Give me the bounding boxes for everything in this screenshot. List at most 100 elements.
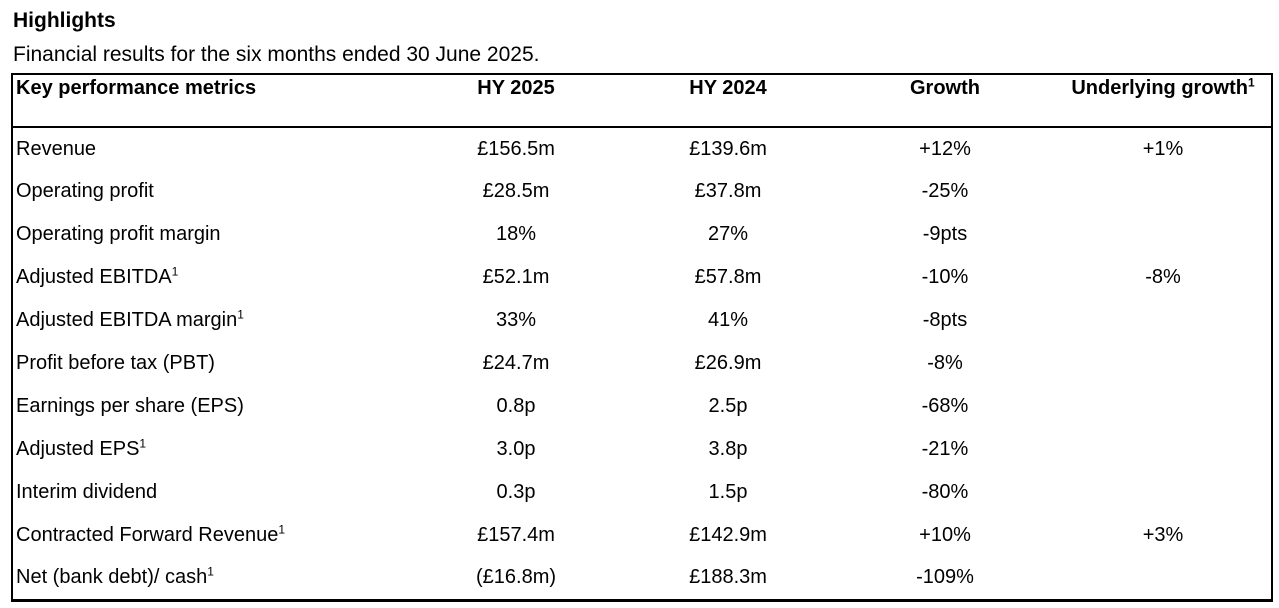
underlying-growth-value-cell <box>1055 385 1272 428</box>
growth-value-cell: +12% <box>919 137 971 160</box>
table-row: Profit before tax (PBT) £24.7m £26.9m -8… <box>12 342 1272 385</box>
hy2024-value-cell: 2.5p <box>708 395 748 417</box>
underlying-growth-value-cell <box>1055 557 1272 600</box>
footnote-marker: 1 <box>278 522 286 537</box>
hy2025-value-cell: 18% <box>495 223 537 245</box>
hy2024-value-cell: 1.5p <box>708 481 748 503</box>
footnote-marker: 1 <box>207 564 214 579</box>
growth-value-cell: -9pts <box>922 223 968 245</box>
metric-cell: Net (bank debt)/ cash1 <box>12 557 411 600</box>
hy2025-value-cell: 0.8p <box>496 395 536 417</box>
underlying-growth-value-cell: +3% <box>1142 524 1184 546</box>
metric-cell: Earnings per share (EPS) <box>12 385 411 428</box>
hy2024-value-cell: £37.8m <box>694 180 762 202</box>
hy2025-value-cell: 3.0p <box>496 438 536 460</box>
table-row: Operating profit margin 18% 27% -9pts <box>12 213 1272 256</box>
hy2024-value-cell: 41% <box>707 309 749 331</box>
hy2024-value-cell: £139.6m <box>689 137 767 160</box>
metric-label: Operating profit margin <box>16 223 221 245</box>
hy2024-value-cell: £26.9m <box>694 352 762 374</box>
header-row: Key performance metrics HY 2025 HY 2024 … <box>12 74 1272 128</box>
metric-cell: Operating profit margin <box>12 213 411 256</box>
column-header-hy2025: HY 2025 <box>411 74 621 128</box>
footnote-marker: 1 <box>171 264 179 279</box>
metric-cell: Adjusted EBITDA1 <box>12 256 411 299</box>
underlying-growth-value-cell <box>1055 213 1272 256</box>
hy2024-value-cell: 27% <box>707 223 749 245</box>
kpi-table: Key performance metrics HY 2025 HY 2024 … <box>11 73 1273 602</box>
growth-value-cell: -21% <box>921 438 969 460</box>
metric-cell: Interim dividend <box>12 471 411 514</box>
metric-cell: Adjusted EPS1 <box>12 428 411 471</box>
underlying-growth-value-cell <box>1055 342 1272 385</box>
growth-value-cell: -109% <box>916 566 974 589</box>
column-header-underlying-growth: Underlying growth1 <box>1055 74 1272 128</box>
table-row: Net (bank debt)/ cash1 (£16.8m) £188.3m … <box>12 557 1272 600</box>
metric-label: Adjusted EPS <box>16 438 140 460</box>
hy2024-value-cell: £142.9m <box>689 524 767 546</box>
hy2025-value-cell: (£16.8m) <box>475 566 557 589</box>
growth-value-cell: +10% <box>919 524 971 546</box>
metric-label: Profit before tax (PBT) <box>16 352 215 374</box>
metric-cell: Adjusted EBITDA margin1 <box>12 299 411 342</box>
hy2025-value-cell: 0.3p <box>496 481 536 503</box>
hy2024-value-cell: £188.3m <box>689 566 767 589</box>
underlying-growth-value-cell: -8% <box>1145 266 1181 288</box>
table-row: Earnings per share (EPS) 0.8p 2.5p -68% <box>12 385 1272 428</box>
table-row: Adjusted EBITDA margin1 33% 41% -8pts <box>12 299 1272 342</box>
metric-label: Earnings per share (EPS) <box>16 395 244 417</box>
growth-value-cell: -68% <box>921 395 969 417</box>
underlying-growth-value-cell <box>1055 428 1272 471</box>
metric-label: Net (bank debt)/ cash <box>16 566 208 589</box>
metric-cell: Profit before tax (PBT) <box>12 342 411 385</box>
hy2025-value-cell: £157.4m <box>477 524 555 546</box>
hy2025-value-cell: £24.7m <box>482 352 550 374</box>
metric-label: Operating profit <box>16 180 154 202</box>
column-header-label: Growth <box>910 77 980 99</box>
footnote-marker: 1 <box>237 307 244 322</box>
underlying-growth-value-cell <box>1055 299 1272 342</box>
footnote-marker: 1 <box>139 436 147 451</box>
table-row: Operating profit £28.5m £37.8m -25% <box>12 170 1272 213</box>
metric-label: Adjusted EBITDA margin <box>16 309 238 331</box>
hy2024-value-cell: £57.8m <box>694 266 762 288</box>
growth-value-cell: -8% <box>927 352 963 374</box>
column-header-label: Underlying growth <box>1071 77 1248 99</box>
hy2025-value-cell: £28.5m <box>482 180 550 202</box>
column-header-label: HY 2024 <box>689 77 767 99</box>
hy2025-value-cell: 33% <box>495 309 537 331</box>
table-row: Revenue £156.5m £139.6m +12% +1% <box>12 127 1272 170</box>
hy2025-value-cell: £52.1m <box>482 266 550 288</box>
metric-cell: Revenue <box>12 127 411 170</box>
metric-label: Interim dividend <box>16 481 158 503</box>
underlying-growth-value-cell: +1% <box>1142 137 1184 160</box>
underlying-growth-value-cell <box>1055 471 1272 514</box>
column-header-label: Key performance metrics <box>16 77 257 99</box>
column-header-label: HY 2025 <box>477 77 555 99</box>
kpi-table-body: Revenue £156.5m £139.6m +12% +1% Operati… <box>12 127 1272 600</box>
growth-value-cell: -80% <box>921 481 969 503</box>
metric-cell: Operating profit <box>12 170 411 213</box>
metric-label: Contracted Forward Revenue <box>16 524 279 546</box>
column-header-hy2024: HY 2024 <box>621 74 835 128</box>
growth-value-cell: -8pts <box>922 309 968 331</box>
column-header-growth: Growth <box>835 74 1055 128</box>
growth-value-cell: -25% <box>921 180 969 202</box>
underlying-growth-value-cell <box>1055 170 1272 213</box>
table-row: Adjusted EBITDA1 £52.1m £57.8m -10% -8% <box>12 256 1272 299</box>
page-subtitle: Financial results for the six months end… <box>13 43 540 66</box>
page-title: Highlights <box>13 9 116 32</box>
footnote-marker: 1 <box>1247 75 1255 90</box>
kpi-table-header: Key performance metrics HY 2025 HY 2024 … <box>12 74 1272 128</box>
table-row: Adjusted EPS1 3.0p 3.8p -21% <box>12 428 1272 471</box>
column-header-metrics: Key performance metrics <box>12 74 411 128</box>
metric-cell: Contracted Forward Revenue1 <box>12 514 411 557</box>
metric-label: Adjusted EBITDA <box>16 266 172 288</box>
table-row: Contracted Forward Revenue1 £157.4m £142… <box>12 514 1272 557</box>
table-row: Interim dividend 0.3p 1.5p -80% <box>12 471 1272 514</box>
growth-value-cell: -10% <box>921 266 969 288</box>
metric-label: Revenue <box>16 137 97 160</box>
hy2025-value-cell: £156.5m <box>477 137 555 160</box>
hy2024-value-cell: 3.8p <box>708 438 748 460</box>
